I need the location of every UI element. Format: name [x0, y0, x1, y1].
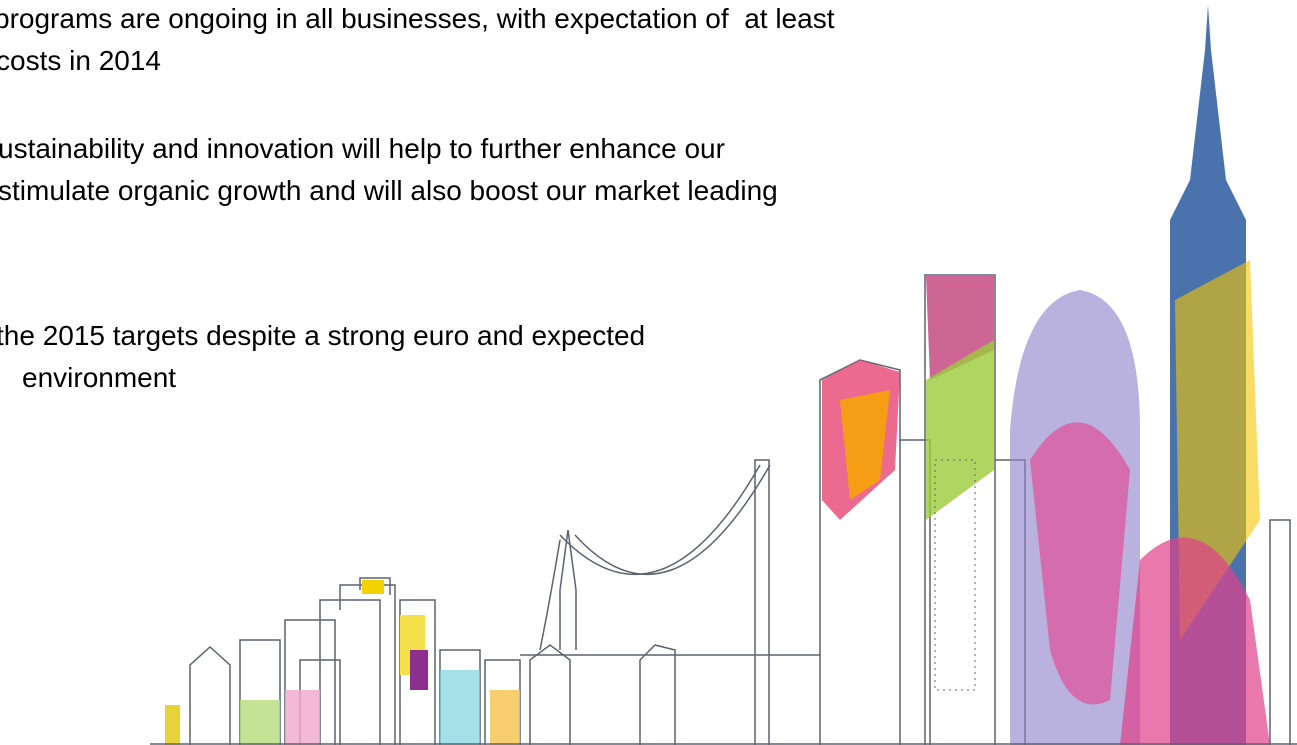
houses — [165, 578, 675, 745]
color-patch — [1120, 538, 1270, 745]
slide: programs are ongoing in all businesses, … — [0, 0, 1297, 745]
buildings — [150, 5, 1297, 745]
text-line: the 2015 targets despite a strong euro a… — [0, 320, 645, 352]
color-patch — [440, 670, 480, 745]
color-patch — [410, 650, 428, 690]
color-patch — [490, 690, 520, 745]
color-patch — [285, 690, 320, 745]
text-line: ustainability and innovation will help t… — [0, 133, 725, 165]
bridge-outline — [520, 460, 820, 745]
building-outline — [1270, 520, 1290, 745]
text-line: costs in 2014 — [0, 45, 161, 77]
text-line: programs are ongoing in all businesses, … — [0, 3, 834, 35]
text-line: environment — [22, 362, 176, 394]
skyline-illustration — [0, 0, 1297, 745]
color-patch — [165, 705, 180, 745]
color-patch — [362, 580, 384, 594]
text-line: stimulate organic growth and will also b… — [0, 175, 778, 207]
bridge — [520, 460, 820, 745]
color-patch — [240, 700, 280, 745]
